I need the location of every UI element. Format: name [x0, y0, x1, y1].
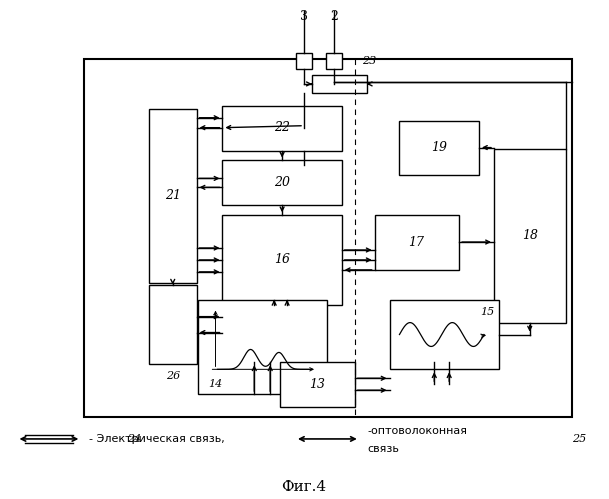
Bar — [400, 121, 479, 176]
Bar — [149, 109, 197, 283]
Text: 15: 15 — [480, 307, 494, 317]
Text: 13: 13 — [309, 378, 325, 391]
Bar — [197, 300, 327, 394]
Text: 16: 16 — [274, 253, 290, 266]
Bar — [222, 215, 342, 305]
Bar — [494, 149, 566, 322]
Text: - Электрическая связь,: - Электрическая связь, — [89, 434, 225, 444]
Text: 20: 20 — [274, 176, 290, 189]
Bar — [84, 59, 571, 417]
Text: 25: 25 — [572, 434, 586, 444]
Text: 3: 3 — [300, 10, 308, 23]
Bar — [312, 75, 367, 93]
Text: 18: 18 — [522, 229, 538, 242]
Text: 26: 26 — [166, 371, 180, 381]
Bar — [222, 106, 342, 151]
Text: 19: 19 — [431, 141, 447, 154]
Bar — [296, 53, 312, 69]
Text: связь: связь — [368, 444, 400, 454]
Text: 22: 22 — [274, 121, 290, 134]
Text: 21: 21 — [165, 189, 181, 202]
Bar — [326, 53, 342, 69]
Text: Фиг.4: Фиг.4 — [281, 480, 326, 494]
Text: 2: 2 — [330, 10, 338, 23]
Text: 24: 24 — [127, 434, 141, 444]
Bar — [280, 362, 354, 407]
Bar — [149, 285, 197, 364]
Text: -оптоволоконная: -оптоволоконная — [368, 426, 468, 436]
Bar — [222, 161, 342, 205]
Text: 23: 23 — [362, 56, 377, 66]
Bar — [390, 300, 499, 369]
Bar — [375, 215, 459, 270]
Text: 17: 17 — [409, 236, 424, 249]
Text: 14: 14 — [208, 379, 223, 389]
